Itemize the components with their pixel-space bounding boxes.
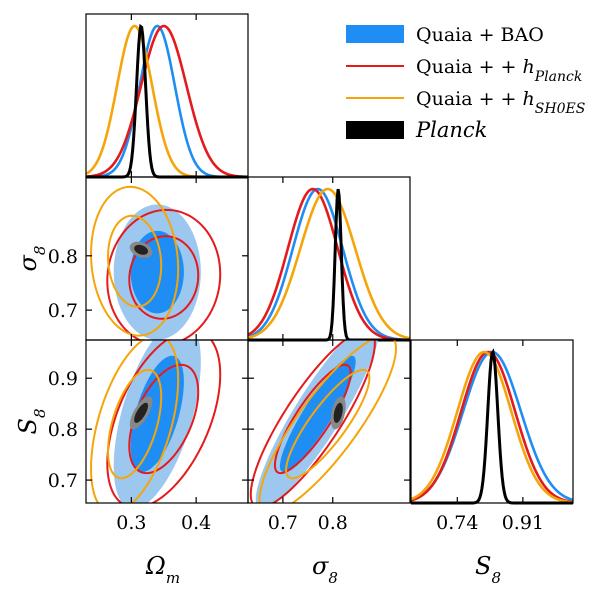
legend-label-0: Quaia + BAO	[416, 24, 544, 46]
marginal-curve-S8-0	[410, 350, 574, 502]
contour-s8-S8	[249, 340, 398, 503]
contour-Om-S8	[90, 340, 222, 503]
contour-inner-3	[333, 402, 343, 423]
panel-frame-2-2	[410, 339, 574, 504]
marginal-curve-Om-0	[85, 24, 248, 179]
contour-outer-2	[258, 340, 398, 503]
contour-outer-2	[90, 340, 180, 503]
y-tick-label-s8: 0.7	[48, 300, 78, 322]
x-tick-label-S8: 0.91	[502, 512, 544, 534]
marginal-curve-s8-0	[247, 187, 411, 342]
legend-label-2: Quaia + + hSH0ES	[416, 88, 585, 117]
contour-inner-3	[134, 244, 148, 255]
x-tick-label-Om: 0.4	[181, 512, 211, 534]
contour-outer-1	[106, 340, 222, 503]
x-axis-title-s8: σ8	[312, 552, 338, 587]
x-axis-title-Om: Ωm	[145, 552, 180, 587]
legend-swatch-3	[346, 121, 404, 139]
contour-inner-2	[107, 214, 163, 308]
contour-inner-2	[285, 368, 371, 480]
marginal-curve-s8-3	[248, 188, 410, 342]
contour-inner-1	[128, 363, 200, 475]
legend-swatch-0	[346, 25, 404, 43]
legend-label-3: Planck	[415, 118, 487, 142]
marginal-curve-s8-1	[247, 187, 411, 342]
y-tick-label-S8: 0.9	[48, 368, 78, 390]
legend-label-1: Quaia + + hPlanck	[416, 56, 582, 85]
contour-inner-1	[128, 235, 200, 320]
marginal-curve-Om-1	[85, 24, 249, 179]
marginal-Om	[85, 23, 249, 179]
contour-Om-s8	[90, 185, 222, 340]
y-tick-label-S8: 0.7	[48, 470, 78, 492]
contour-outer-1	[106, 208, 222, 340]
x-tick-label-s8: 0.8	[318, 512, 348, 534]
marginal-S8	[410, 348, 574, 505]
marginal-curve-s8-2	[247, 187, 411, 340]
marginal-s8	[247, 187, 411, 342]
y-axis-title-s8: σ8	[14, 246, 49, 272]
contour-inner-2	[107, 368, 163, 480]
legend: Quaia + BAO Quaia + + hPlanck Quaia + + hS…	[346, 24, 585, 142]
panel-frame-2-1	[247, 339, 411, 504]
contour-inner-0	[279, 355, 356, 472]
x-tick-label-Om: 0.3	[116, 512, 146, 534]
y-tick-label-S8: 0.8	[48, 419, 78, 441]
x-axis-title-S8: S8	[475, 552, 501, 587]
contour-inner-0	[130, 355, 184, 472]
contour-inner-3	[134, 402, 148, 423]
x-tick-label-s8: 0.7	[268, 512, 298, 534]
y-tick-label-s8: 0.8	[48, 246, 78, 268]
contour-outer-2	[90, 185, 180, 337]
x-tick-label-S8: 0.74	[436, 512, 478, 534]
contour-outer-1	[249, 340, 376, 503]
y-axis-title-S8: S8	[14, 409, 49, 435]
